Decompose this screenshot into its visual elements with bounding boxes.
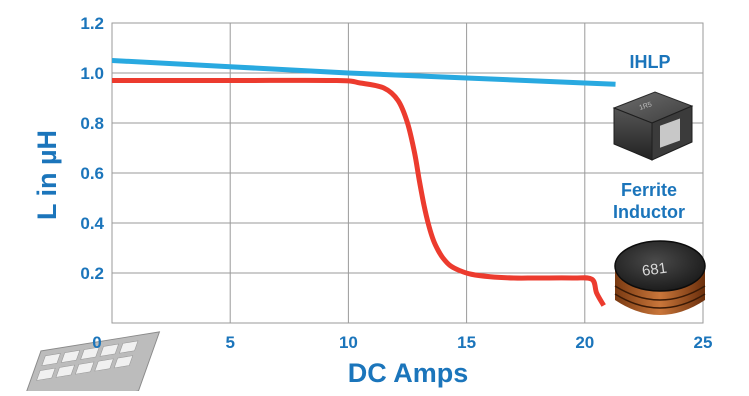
x-tick-label: 25 xyxy=(694,333,713,352)
series-label-ihlp: IHLP xyxy=(629,52,670,72)
y-tick-label: 1.2 xyxy=(80,14,104,33)
ihlp-inductor-icon: 1R5 xyxy=(612,91,694,161)
x-tick-label: 5 xyxy=(225,333,234,352)
x-axis-title: DC Amps xyxy=(348,358,469,388)
series-label-line: Ferrite xyxy=(621,180,677,200)
y-tick-label: 0.4 xyxy=(80,214,104,233)
y-axis-title: L in µH xyxy=(32,130,62,220)
y-tick-label: 0.8 xyxy=(80,114,104,133)
y-tick-label: 1.0 xyxy=(80,64,104,83)
x-tick-label: 10 xyxy=(339,333,358,352)
x-tick-label: 0 xyxy=(92,333,101,352)
svg-text:681: 681 xyxy=(641,260,668,280)
x-tick-label: 20 xyxy=(575,333,594,352)
y-tick-label: 0.6 xyxy=(80,164,104,183)
y-tick-label: 0.2 xyxy=(80,264,104,283)
x-tick-label: 15 xyxy=(457,333,476,352)
series-label-ferrite-inductor: Ferrite Inductor xyxy=(613,180,685,222)
series-label-line: Inductor xyxy=(613,202,685,222)
series-line-ihlp xyxy=(111,58,616,87)
series-line-ferrite-inductor xyxy=(112,77,606,307)
chart-grid xyxy=(111,22,704,324)
chart-series xyxy=(111,58,616,307)
chart-labels: IHLP Ferrite Inductor DC Amps L in µH xyxy=(32,52,685,388)
ferrite-inductor-icon: 681 xyxy=(614,240,706,315)
chart-ticks: 0 5 10 15 20 25 0.2 0.4 0.6 0.8 1.0 1.2 xyxy=(80,14,712,352)
chip-icon xyxy=(19,331,161,396)
svg-text:1R5: 1R5 xyxy=(638,101,652,112)
